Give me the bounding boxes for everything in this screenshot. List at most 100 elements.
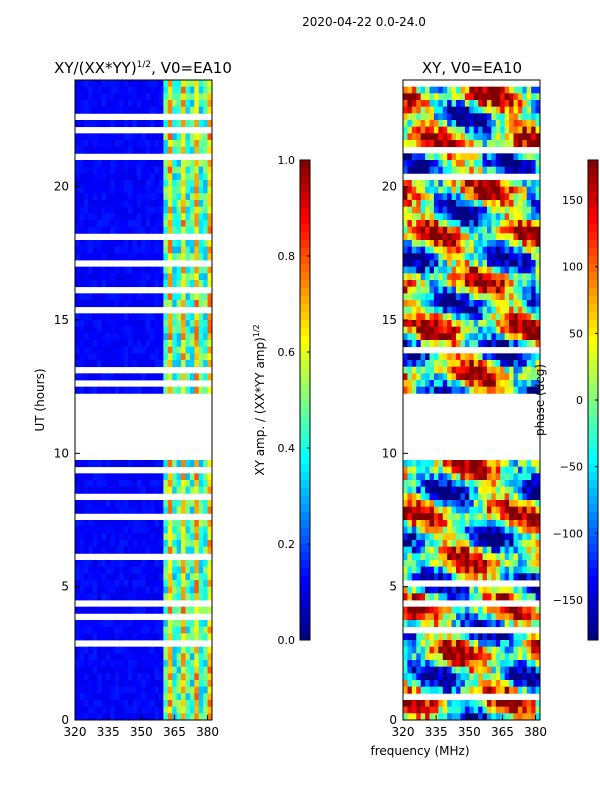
left-heatmap-cell [83, 546, 89, 554]
left-heatmap-cell [189, 506, 195, 514]
right-heatmap-cell [416, 473, 422, 481]
right-heatmap-cell [495, 100, 501, 108]
right-heatmap-cell [491, 653, 497, 661]
left-heatmap-cell [83, 533, 89, 541]
right-heatmap-cell [473, 160, 479, 168]
right-heatmap-cell [460, 233, 466, 241]
right-heatmap-cell [411, 160, 417, 168]
left-heatmap-cell [92, 106, 98, 114]
right-heatmap-cell [513, 473, 519, 481]
right-heatmap-cell [486, 606, 492, 614]
left-heatmap-cell [105, 673, 111, 681]
right-heatmap-cell [451, 226, 457, 234]
left-heatmap-cell [97, 100, 102, 108]
left-heatmap-cell [207, 86, 213, 94]
left-heatmap-cell [105, 200, 111, 208]
right-heatmap-cell [460, 466, 466, 474]
right-heatmap-cell [522, 320, 528, 328]
left-heatmap-cell [110, 566, 116, 574]
left-heatmap-cell [132, 226, 138, 234]
right-heatmap-cell [504, 180, 510, 188]
right-heatmap-cell [433, 380, 439, 388]
right-heatmap-cell [522, 160, 528, 168]
right-heatmap-cell [486, 706, 492, 714]
right-heatmap-cell [464, 326, 470, 334]
left-heatmap-cell [203, 266, 208, 274]
left-heatmap-cell [110, 506, 116, 514]
left-heatmap-cell [136, 646, 142, 654]
colorbar-segment [588, 440, 598, 449]
right-heatmap-cell [469, 500, 475, 508]
left-heatmap-cell [203, 573, 208, 581]
left-heatmap-cell [207, 506, 213, 514]
right-heatmap-cell [429, 153, 435, 161]
left-heatmap-cell [172, 660, 178, 668]
left-heatmap-cell [119, 280, 125, 288]
left-heatmap-cell [158, 586, 164, 594]
left-heatmap-cell [167, 660, 173, 668]
right-heatmap-cell [460, 213, 466, 221]
right-heatmap-cell [464, 486, 470, 494]
right-heatmap-cell [491, 253, 497, 261]
left-heatmap-cell [128, 526, 133, 534]
right-heatmap-cell [451, 193, 457, 201]
left-heatmap-cell [79, 80, 85, 88]
right-heatmap-cell [447, 460, 453, 468]
right-heatmap-cell [535, 100, 541, 108]
right-heatmap-cell [442, 666, 448, 674]
right-heatmap-cell [531, 100, 536, 108]
right-heatmap-cell [522, 700, 528, 708]
right-heatmap-cell [464, 606, 470, 614]
right-heatmap-cell [442, 613, 448, 621]
left-heatmap-cell [207, 273, 213, 281]
left-heatmap-cell [145, 580, 151, 588]
right-heatmap-cell [478, 133, 483, 141]
right-heatmap-cell [482, 246, 488, 254]
left-heatmap-cell [158, 106, 164, 114]
left-heatmap-cell [123, 606, 129, 614]
right-heatmap-cell [469, 606, 475, 614]
right-heatmap-cell [469, 166, 475, 174]
right-heatmap-cell [464, 660, 470, 668]
left-heatmap-cell [145, 253, 151, 261]
right-heatmap-cell [433, 646, 439, 654]
right-heatmap-cell [491, 273, 497, 281]
left-heatmap-cell [123, 100, 129, 108]
right-heatmap-cell [504, 533, 510, 541]
right-heatmap-cell [513, 493, 519, 501]
right-heatmap-cell [442, 700, 448, 708]
right-heatmap-cell [469, 560, 475, 568]
left-heatmap-cell [163, 186, 169, 194]
left-heatmap-cell [207, 586, 213, 594]
left-heatmap-cell [92, 86, 98, 94]
left-heatmap-cell [83, 346, 89, 354]
left-heatmap-cell [154, 673, 160, 681]
right-heatmap-cell [456, 213, 461, 221]
right-heatmap-cell [416, 486, 422, 494]
y-tick-label: 5 [389, 580, 397, 594]
right-heatmap-cell [464, 86, 470, 94]
right-heatmap-cell [460, 266, 466, 274]
left-heatmap-cell [185, 313, 191, 321]
right-heatmap-cell [522, 373, 528, 381]
left-heatmap-cell [141, 200, 147, 208]
left-heatmap-cell [92, 213, 98, 221]
left-heatmap-cell [163, 626, 169, 634]
left-heatmap-cell [110, 373, 116, 381]
right-heatmap-cell [478, 253, 483, 261]
right-heatmap-cell [482, 313, 488, 321]
left-heatmap-cell [176, 266, 182, 274]
left-heatmap-cell [105, 520, 111, 528]
left-heatmap-cell [145, 226, 151, 234]
left-heatmap-cell [123, 673, 129, 681]
right-heatmap-cell [504, 240, 510, 248]
left-heatmap-cell [189, 593, 195, 601]
right-heatmap-cell [526, 273, 532, 281]
left-heatmap-cell [172, 106, 178, 114]
left-heatmap-cell [110, 106, 116, 114]
right-heatmap-cell [491, 700, 497, 708]
right-heatmap-cell [504, 226, 510, 234]
right-heatmap-cell [469, 360, 475, 368]
right-heatmap-cell [482, 126, 488, 134]
right-heatmap-cell [469, 666, 475, 674]
